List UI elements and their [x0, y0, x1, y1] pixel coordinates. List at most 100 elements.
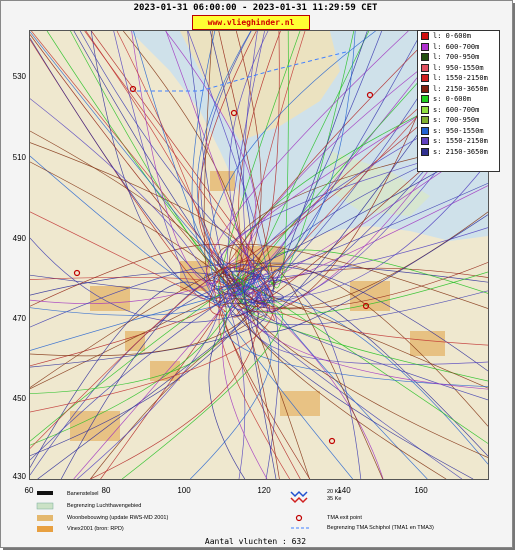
x-tick-label: 80: [101, 486, 111, 495]
legend-swatch: [421, 95, 429, 104]
legend-swatch: [421, 147, 429, 156]
flight-track: [30, 301, 259, 357]
legend-swatch: [421, 42, 429, 51]
tma-exit-point-icon: [366, 91, 374, 99]
x-tick-label: 120: [257, 486, 271, 495]
flight-track: [30, 281, 229, 367]
tma-boundary-label: Begrenzing TMA Schiphol (TMA1 en TMA3): [327, 525, 434, 531]
tma-exit-point-icon: [362, 302, 370, 310]
x-tick-label: 100: [177, 486, 191, 495]
legend-item: s: 1550-2150m: [418, 136, 499, 147]
y-tick-label: 450: [12, 394, 26, 403]
legend-swatch: [421, 74, 429, 83]
flight-track: [30, 211, 226, 313]
flight-track: [272, 269, 384, 479]
legend-swatch: [421, 32, 429, 41]
tma-exit-point-icon: [129, 85, 137, 93]
flight-track: [30, 281, 217, 468]
y-tick-label: 470: [12, 314, 26, 323]
legend-item: s: 2150-3650m: [418, 147, 499, 158]
legend-label: s: 2150-3650m: [433, 147, 488, 156]
flight-track: [228, 280, 488, 389]
north-holland-area: [180, 31, 340, 141]
legend-label: l: 600-700m: [433, 42, 480, 51]
flight-track: [131, 31, 216, 284]
flight-track: [241, 271, 488, 315]
vinex-label: Vinex2001 (bron: RPD): [67, 526, 124, 532]
housing-swatch: [37, 515, 53, 521]
legend-label: l: 700-950m: [433, 53, 480, 62]
flight-track: [223, 312, 488, 388]
ke-20-icon: [290, 496, 308, 504]
legend-item: l: 0-600m: [418, 31, 499, 42]
legend-item: l: 700-950m: [418, 52, 499, 63]
legend-label: l: 2150-3650m: [433, 84, 488, 93]
flight-track: [217, 292, 280, 479]
flight-track: [209, 31, 437, 316]
ke-20-label: 20 Ke: [327, 489, 342, 495]
legend-label: l: 1550-2150m: [433, 74, 488, 83]
legend-swatch: [421, 105, 429, 114]
legend-label: s: 1550-2150m: [433, 137, 488, 146]
flight-track: [204, 274, 353, 479]
legend-swatch: [421, 116, 429, 125]
x-tick-label: 160: [414, 486, 428, 495]
legend-item: l: 1550-2150m: [418, 73, 499, 84]
ke-35-icon: [290, 490, 308, 498]
flight-track: [30, 277, 275, 413]
flight-track: [79, 31, 269, 273]
flight-tracks: [30, 31, 488, 479]
green-area: [330, 151, 430, 216]
map-canvas: [30, 31, 488, 479]
flight-track: [30, 263, 266, 328]
legend-swatch: [421, 126, 429, 135]
flight-track: [121, 300, 283, 479]
flight-track: [190, 306, 272, 479]
flight-track: [30, 34, 231, 276]
flight-track: [242, 284, 277, 479]
tma-exit-points: [73, 85, 374, 445]
flight-track: [221, 31, 356, 290]
y-tick-label: 530: [12, 72, 26, 81]
map-legend-panel: Banenstelsel Begrenzing Luchthavengebied…: [29, 484, 487, 540]
flight-track: [245, 31, 383, 275]
flight-track: [263, 31, 368, 308]
flight-track: [217, 243, 488, 309]
tma-exit-point-icon: [73, 269, 81, 277]
flight-track: [30, 266, 263, 316]
site-url-link[interactable]: www.vlieghinder.nl: [192, 15, 310, 30]
flight-track: [228, 274, 384, 479]
flight-track: [244, 280, 488, 326]
legend-swatch: [421, 137, 429, 146]
housing-label: Woonbebouwing (update RWS-MD 2001): [67, 515, 169, 521]
flight-track: [116, 31, 227, 309]
flight-track: [219, 288, 301, 479]
legend-item: l: 600-700m: [418, 42, 499, 53]
legend-item: s: 950-1550m: [418, 126, 499, 137]
flight-track-map: [29, 30, 489, 480]
legend-item: l: 2150-3650m: [418, 84, 499, 95]
runway-label: Banenstelsel: [67, 491, 99, 497]
flight-track: [226, 31, 265, 310]
flight-track: [30, 259, 249, 449]
ke-35-label: 35 Ke: [327, 496, 342, 502]
flight-track: [227, 139, 488, 297]
legend-label: s: 0-600m: [433, 95, 471, 104]
flight-track: [271, 31, 289, 289]
legend-item: s: 700-950m: [418, 115, 499, 126]
flight-track: [30, 98, 216, 300]
airport-boundary-swatch: [36, 502, 54, 510]
tma-exit-legend-icon: [295, 514, 303, 522]
tma-exit-point-icon: [328, 437, 336, 445]
legend-swatch: [421, 84, 429, 93]
flight-track: [225, 303, 474, 479]
flight-track: [70, 31, 256, 315]
legend-swatch: [421, 63, 429, 72]
flight-track: [234, 185, 488, 295]
flight-track: [255, 280, 488, 457]
x-tick-label: 140: [337, 486, 351, 495]
vinex-swatch: [37, 526, 53, 532]
flight-track: [239, 31, 423, 304]
legend-label: l: 0-600m: [433, 32, 471, 41]
flight-track: [30, 290, 227, 395]
